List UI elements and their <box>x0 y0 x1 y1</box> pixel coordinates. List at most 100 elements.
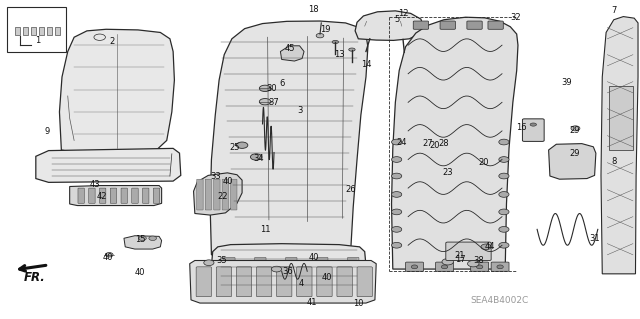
Text: 40: 40 <box>134 268 145 277</box>
Text: 15: 15 <box>134 235 145 244</box>
FancyBboxPatch shape <box>491 262 509 271</box>
Text: 39: 39 <box>561 78 572 87</box>
FancyBboxPatch shape <box>285 257 297 281</box>
FancyBboxPatch shape <box>470 262 488 271</box>
Text: 3: 3 <box>297 106 302 115</box>
Text: 36: 36 <box>283 267 294 276</box>
Text: 20: 20 <box>429 141 440 150</box>
Text: 45: 45 <box>285 44 295 54</box>
Text: 5: 5 <box>394 15 399 24</box>
FancyBboxPatch shape <box>488 21 503 29</box>
Ellipse shape <box>571 147 580 152</box>
Ellipse shape <box>349 48 355 51</box>
FancyBboxPatch shape <box>99 188 106 203</box>
Text: 33: 33 <box>210 172 221 181</box>
FancyBboxPatch shape <box>78 188 84 203</box>
Ellipse shape <box>499 157 509 162</box>
FancyBboxPatch shape <box>236 267 252 297</box>
Text: 8: 8 <box>611 157 616 166</box>
FancyBboxPatch shape <box>276 267 292 297</box>
FancyBboxPatch shape <box>337 267 352 297</box>
Text: 37: 37 <box>269 98 280 107</box>
FancyBboxPatch shape <box>317 267 332 297</box>
Text: 38: 38 <box>473 256 484 265</box>
Ellipse shape <box>476 265 483 269</box>
Text: 40: 40 <box>103 253 113 262</box>
Text: 7: 7 <box>611 6 616 15</box>
Ellipse shape <box>499 192 509 197</box>
Text: 23: 23 <box>442 168 453 177</box>
Ellipse shape <box>392 209 402 215</box>
Text: 10: 10 <box>353 299 364 308</box>
Text: 12: 12 <box>398 9 408 18</box>
Ellipse shape <box>259 99 271 105</box>
Polygon shape <box>601 17 638 274</box>
Text: 2: 2 <box>110 38 115 47</box>
Text: 44: 44 <box>484 242 495 251</box>
FancyBboxPatch shape <box>440 21 456 29</box>
Text: 35: 35 <box>216 256 227 265</box>
FancyBboxPatch shape <box>255 257 266 281</box>
Text: 20: 20 <box>478 158 489 167</box>
Ellipse shape <box>139 236 147 241</box>
Text: 26: 26 <box>346 185 356 194</box>
Ellipse shape <box>271 266 282 272</box>
FancyBboxPatch shape <box>196 267 211 297</box>
Ellipse shape <box>149 236 157 241</box>
Text: 32: 32 <box>510 13 521 22</box>
Text: 27: 27 <box>422 139 433 148</box>
FancyBboxPatch shape <box>446 242 491 261</box>
Text: 1: 1 <box>35 36 40 45</box>
FancyBboxPatch shape <box>31 27 36 35</box>
Text: 42: 42 <box>97 192 107 202</box>
FancyBboxPatch shape <box>15 27 20 35</box>
Ellipse shape <box>442 259 454 265</box>
Ellipse shape <box>316 33 324 38</box>
FancyBboxPatch shape <box>222 179 228 210</box>
Text: 30: 30 <box>266 85 276 93</box>
FancyBboxPatch shape <box>89 188 95 203</box>
FancyBboxPatch shape <box>55 27 60 35</box>
Text: 11: 11 <box>260 225 271 234</box>
FancyBboxPatch shape <box>110 188 116 203</box>
Ellipse shape <box>236 142 248 148</box>
FancyBboxPatch shape <box>467 21 482 29</box>
Text: 18: 18 <box>308 5 319 14</box>
Text: 25: 25 <box>229 143 239 152</box>
FancyBboxPatch shape <box>223 257 235 281</box>
Text: 17: 17 <box>455 255 466 264</box>
Ellipse shape <box>106 253 113 257</box>
FancyBboxPatch shape <box>47 27 52 35</box>
Text: 29: 29 <box>569 126 579 135</box>
Text: 14: 14 <box>361 60 371 69</box>
Text: 9: 9 <box>44 127 49 136</box>
Text: 40: 40 <box>223 177 234 186</box>
Ellipse shape <box>392 192 402 197</box>
Ellipse shape <box>467 261 479 267</box>
Ellipse shape <box>530 123 536 126</box>
Ellipse shape <box>204 260 214 266</box>
Ellipse shape <box>442 265 448 269</box>
FancyBboxPatch shape <box>413 21 429 29</box>
Polygon shape <box>280 46 304 61</box>
Polygon shape <box>211 244 366 290</box>
FancyBboxPatch shape <box>406 262 424 271</box>
FancyBboxPatch shape <box>154 188 160 203</box>
Ellipse shape <box>392 226 402 232</box>
FancyBboxPatch shape <box>23 27 28 35</box>
FancyBboxPatch shape <box>196 179 203 210</box>
Text: 34: 34 <box>253 154 264 163</box>
Text: 19: 19 <box>320 25 330 34</box>
FancyBboxPatch shape <box>348 257 359 281</box>
Ellipse shape <box>259 85 271 92</box>
Ellipse shape <box>412 265 418 269</box>
Text: 24: 24 <box>397 138 407 147</box>
Polygon shape <box>355 11 424 41</box>
Ellipse shape <box>392 242 402 248</box>
Ellipse shape <box>392 173 402 179</box>
Text: FR.: FR. <box>24 271 45 284</box>
Text: 4: 4 <box>298 279 303 288</box>
Text: SEA4B4002C: SEA4B4002C <box>470 296 529 305</box>
Text: 13: 13 <box>334 50 344 59</box>
FancyBboxPatch shape <box>230 179 237 210</box>
